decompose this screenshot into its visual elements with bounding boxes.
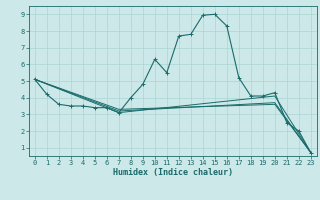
- X-axis label: Humidex (Indice chaleur): Humidex (Indice chaleur): [113, 168, 233, 177]
